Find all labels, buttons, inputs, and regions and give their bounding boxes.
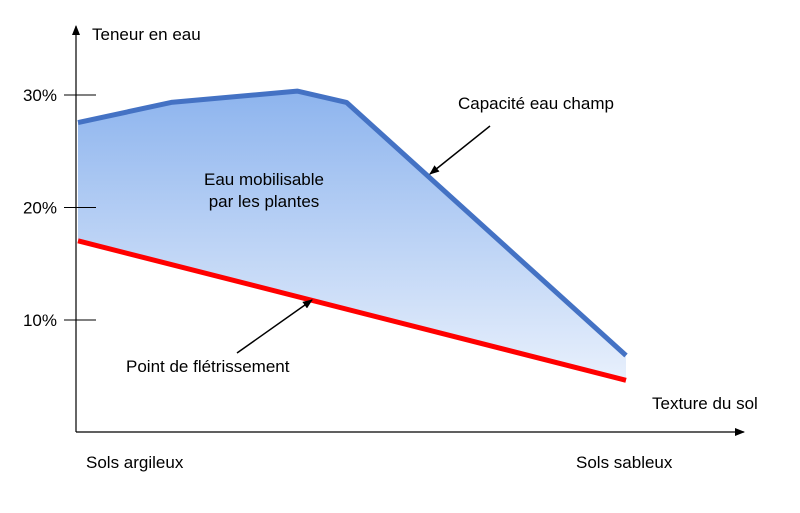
area-label-line2: par les plantes bbox=[209, 192, 320, 211]
annotation-arrow-capacite-eau-champ bbox=[429, 125, 491, 175]
y-ticks: 30% 20% 10% bbox=[23, 86, 96, 330]
x-category-label-sols-sableux: Sols sableux bbox=[576, 453, 673, 472]
y-tick-label: 10% bbox=[23, 311, 57, 330]
series-line-capacite-eau-champ bbox=[77, 88, 628, 358]
x-category-label-sols-argileux: Sols argileux bbox=[86, 453, 184, 472]
annotation-capacite-eau-champ: Capacité eau champ bbox=[458, 94, 614, 113]
area-label-line1: Eau mobilisable bbox=[204, 170, 324, 189]
annotation-arrow-point-de-fletrissement bbox=[236, 299, 313, 354]
y-tick-label: 20% bbox=[23, 199, 57, 218]
y-tick-label: 30% bbox=[23, 86, 57, 105]
x-axis-label: Texture du sol bbox=[652, 394, 758, 413]
annotation-point-de-fletrissement: Point de flétrissement bbox=[126, 357, 290, 376]
available-water-area bbox=[78, 91, 626, 381]
series-line-point-de-fletrissement bbox=[77, 238, 627, 383]
y-axis-label: Teneur en eau bbox=[92, 25, 201, 44]
